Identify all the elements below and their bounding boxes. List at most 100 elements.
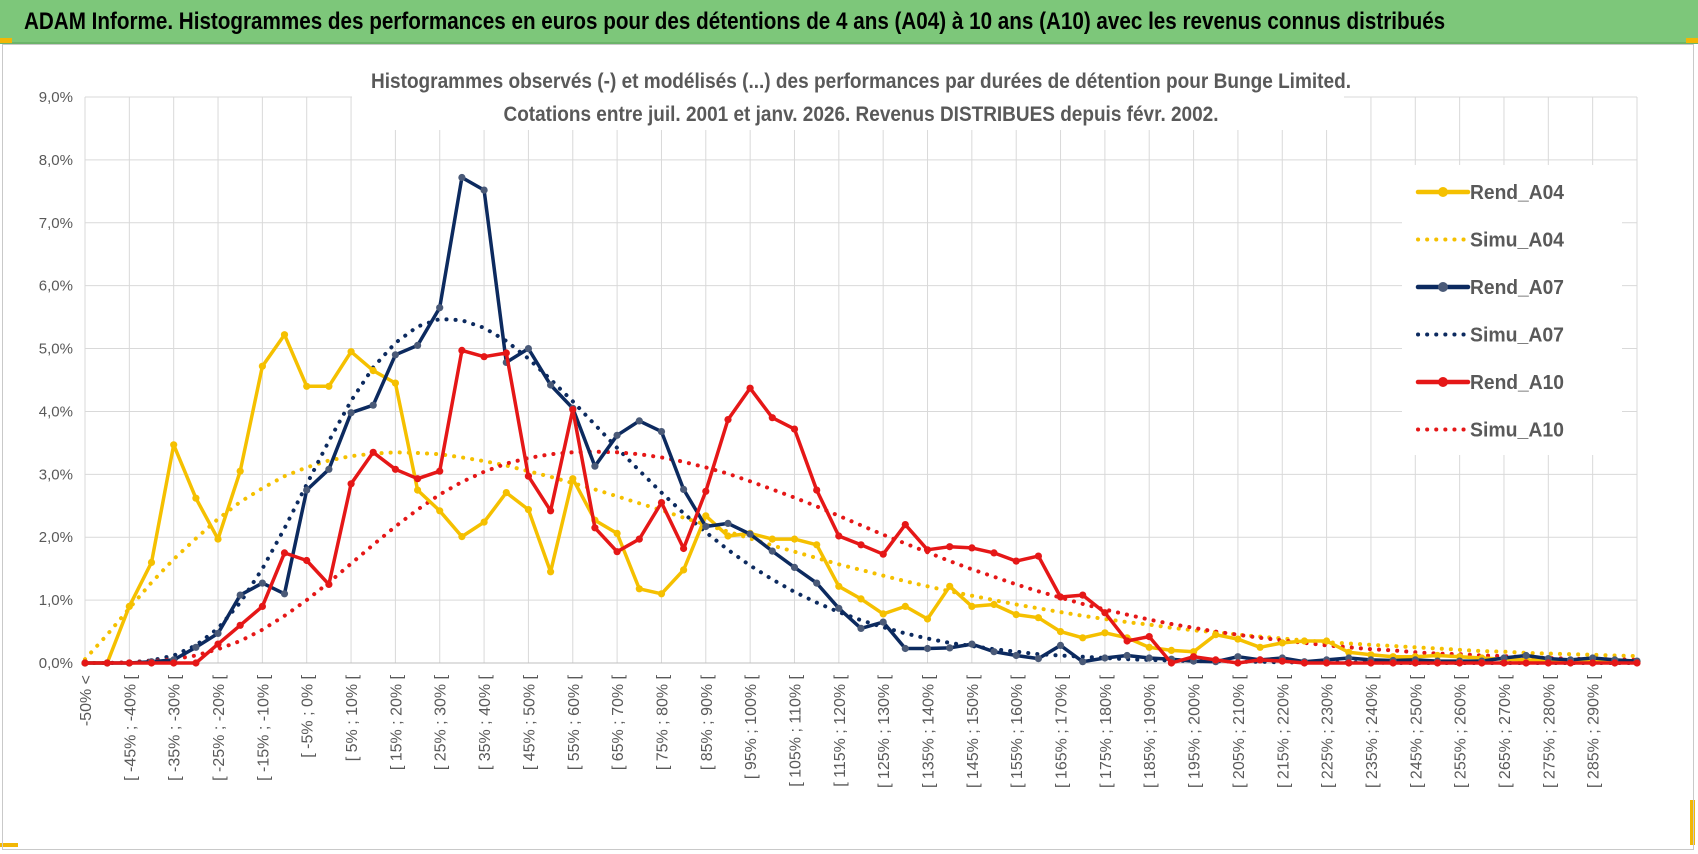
- point-rend-a10: [1633, 659, 1641, 667]
- point-rend-a10: [702, 487, 710, 495]
- point-rend-a10: [347, 480, 355, 488]
- point-rend-a07: [657, 428, 666, 436]
- x-tick-label: [ 285% ; 290% [: [1586, 674, 1603, 788]
- point-rend-a10: [303, 556, 311, 565]
- point-rend-a04: [236, 467, 244, 475]
- y-tick-label: 8,0%: [39, 152, 73, 169]
- point-rend-a04: [1367, 651, 1375, 659]
- point-rend-a04: [923, 615, 932, 623]
- x-tick-label: [ 65% ; 70% [: [610, 674, 627, 770]
- point-rend-a07: [480, 186, 488, 194]
- x-tick-label: [ 15% ; 20% [: [388, 674, 405, 770]
- legend-background: [1402, 165, 1622, 455]
- point-rend-a04: [325, 382, 333, 390]
- y-tick-label: 3,0%: [39, 466, 73, 483]
- point-rend-a04: [214, 535, 222, 543]
- point-rend-a10: [680, 544, 688, 553]
- point-rend-a04: [901, 602, 909, 611]
- x-tick-label: [ 105% ; 110% [: [787, 674, 804, 786]
- point-rend-a10: [1433, 659, 1442, 667]
- point-rend-a10: [1323, 659, 1331, 667]
- point-rend-a07: [968, 640, 976, 648]
- legend: Rend_A04 Simu_A04 Rend_A07 Simu_A07 Rend_A10…: [1415, 182, 1565, 442]
- chart-title-background: [352, 66, 1344, 130]
- point-rend-a04: [1012, 611, 1020, 619]
- point-rend-a04: [347, 348, 355, 356]
- point-rend-a10: [1278, 657, 1286, 665]
- y-tick-label: 5,0%: [39, 341, 73, 358]
- point-rend-a07: [280, 590, 289, 598]
- x-tick-label: [ 225% ; 230% [: [1320, 674, 1337, 788]
- point-rend-a07: [1345, 654, 1353, 662]
- point-rend-a04: [1101, 629, 1109, 637]
- point-rend-a07: [946, 644, 954, 652]
- x-tick-label: [ -45% ; -40% [: [122, 674, 139, 780]
- point-rend-a04: [790, 535, 799, 543]
- point-rend-a07: [591, 462, 599, 470]
- point-rend-a10: [1389, 659, 1397, 667]
- point-rend-a07: [1056, 641, 1065, 650]
- point-rend-a10: [258, 602, 266, 611]
- point-rend-a07: [1101, 654, 1109, 662]
- page-title: ADAM Informe. Histogrammes des performan…: [24, 8, 1446, 35]
- point-rend-a10: [1589, 659, 1597, 667]
- point-rend-a10: [125, 659, 133, 667]
- point-rend-a10: [280, 549, 289, 557]
- point-rend-a10: [1167, 659, 1175, 667]
- point-rend-a07: [901, 644, 909, 653]
- point-rend-a07: [192, 643, 200, 651]
- point-rend-a07: [214, 629, 222, 638]
- point-rend-a04: [1212, 631, 1220, 639]
- y-tick-label: 7,0%: [39, 215, 73, 232]
- y-tick-label: 4,0%: [39, 403, 73, 420]
- point-rend-a04: [1256, 643, 1264, 651]
- point-rend-a04: [879, 610, 887, 618]
- point-rend-a10: [1034, 552, 1042, 560]
- point-rend-a04: [635, 585, 643, 593]
- x-tick-label: [ 165% ; 170% [: [1054, 674, 1071, 788]
- y-tick-label: 1,0%: [39, 592, 73, 609]
- point-rend-a10: [81, 659, 89, 667]
- x-tick-label: [ 185% ; 190% [: [1142, 674, 1159, 788]
- point-rend-a10: [1234, 659, 1242, 667]
- point-rend-a10: [790, 425, 799, 433]
- point-rend-a07: [391, 351, 399, 359]
- point-rend-a07: [1012, 651, 1020, 660]
- point-rend-a10: [1212, 656, 1220, 664]
- point-rend-a07: [436, 304, 444, 312]
- point-rend-a10: [813, 486, 821, 494]
- x-tick-label: [ 255% ; 260% [: [1453, 674, 1470, 788]
- point-rend-a10: [1478, 659, 1486, 667]
- point-rend-a04: [857, 595, 865, 603]
- point-rend-a10: [1500, 659, 1508, 667]
- point-rend-a10: [1012, 557, 1020, 565]
- legend-marker-rend-a07: [1438, 282, 1448, 292]
- y-tick-label: 0,0%: [39, 655, 73, 672]
- point-rend-a10: [1345, 659, 1353, 667]
- point-rend-a04: [657, 590, 666, 598]
- point-rend-a04: [125, 602, 133, 611]
- point-rend-a10: [524, 472, 533, 480]
- x-tick-label: [ 125% ; 130% [: [876, 674, 893, 788]
- point-rend-a07: [1589, 654, 1597, 662]
- legend-label-simu-a10: Simu_A10: [1470, 420, 1564, 442]
- point-rend-a07: [414, 341, 422, 349]
- x-tick-label: [ 215% ; 220% [: [1275, 674, 1292, 788]
- point-rend-a10: [502, 349, 510, 357]
- series-line-simu-a10: [83, 449, 1639, 665]
- point-rend-a04: [369, 367, 377, 375]
- x-tick-label: [ 55% ; 60% [: [566, 674, 583, 770]
- legend-label-rend-a04: Rend_A04: [1470, 182, 1565, 204]
- point-rend-a04: [192, 494, 200, 502]
- point-rend-a10: [879, 550, 887, 558]
- point-rend-a10: [990, 549, 998, 557]
- point-rend-a07: [702, 522, 710, 531]
- point-rend-a07: [303, 486, 311, 494]
- point-rend-a10: [192, 659, 200, 667]
- point-rend-a07: [879, 618, 887, 626]
- point-rend-a07: [923, 644, 932, 653]
- point-rend-a07: [635, 417, 643, 425]
- point-rend-a04: [502, 489, 510, 497]
- point-rend-a04: [968, 602, 976, 611]
